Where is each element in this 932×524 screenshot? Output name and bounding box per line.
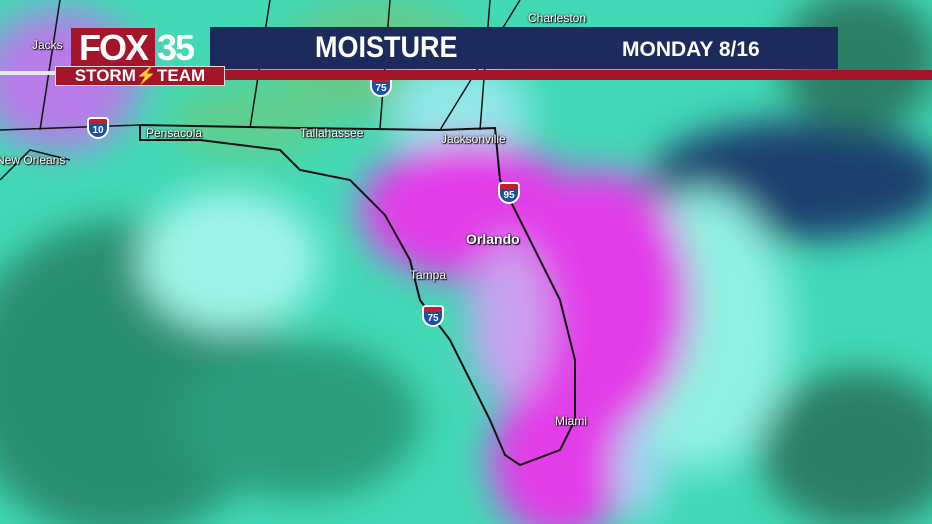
divider-line bbox=[0, 71, 60, 75]
team-label: TEAM bbox=[157, 66, 206, 85]
city-label-jacksonville-ms: Jacks bbox=[32, 38, 63, 52]
city-label-miami: Miami bbox=[555, 414, 587, 428]
city-label-tampa: Tampa bbox=[410, 268, 447, 282]
lightning-bolt-icon: ⚡ bbox=[135, 66, 158, 85]
storm-team-logo: STORM⚡TEAM bbox=[55, 66, 225, 86]
page-title: MOISTURE bbox=[315, 31, 458, 64]
city-label-new-orleans: New Orleans bbox=[0, 153, 66, 167]
city-label-jacksonville: Jacksonville bbox=[441, 132, 506, 146]
header-bar bbox=[210, 27, 838, 69]
station-logo-fox: FOX bbox=[71, 28, 155, 68]
city-label-tallahassee: Tallahassee bbox=[300, 126, 364, 140]
city-label-orlando: Orlando bbox=[466, 231, 520, 247]
florida-outline bbox=[139, 123, 576, 467]
city-label-pensacola: Pensacola bbox=[146, 126, 203, 140]
forecast-date: MONDAY 8/16 bbox=[622, 38, 760, 61]
red-banner-stripe bbox=[225, 70, 932, 80]
interstate-shield-10: 10 bbox=[87, 117, 109, 139]
city-label-charleston: Charleston bbox=[528, 11, 587, 25]
storm-label: STORM bbox=[74, 66, 136, 85]
interstate-shield-75-south: 75 bbox=[422, 305, 444, 327]
interstate-shield-95: 95 bbox=[498, 182, 520, 204]
station-logo-number: 35 bbox=[157, 27, 195, 68]
